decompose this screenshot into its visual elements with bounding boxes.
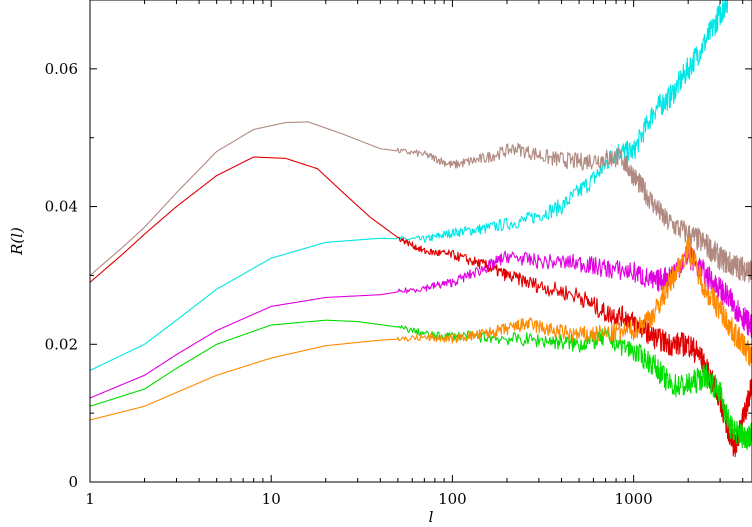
series-line-2 [89,121,752,283]
x-tick-label: 100 [438,490,467,508]
plot-frame [89,0,752,483]
series-line-1 [89,0,729,371]
x-tick-label: 10 [262,490,281,508]
series-line-6 [89,236,752,421]
y-axis-label: R(l) [8,227,26,256]
series-line-4 [89,245,752,399]
series-line-5 [89,319,752,450]
series-line-3 [89,156,752,458]
series-layer [89,0,752,458]
y-tick-label: 0.04 [45,198,78,216]
x-axis-label: l [429,508,434,526]
y-tick-label: 0 [68,473,78,491]
x-tick-label: 1000 [615,490,653,508]
x-tick-label: 1 [85,490,95,508]
axis-layer: 0 0.02 0.04 0.06 1 10 100 1000 [45,0,752,508]
y-tick-label: 0.02 [45,335,78,353]
y-tick-label: 0.06 [45,60,78,78]
